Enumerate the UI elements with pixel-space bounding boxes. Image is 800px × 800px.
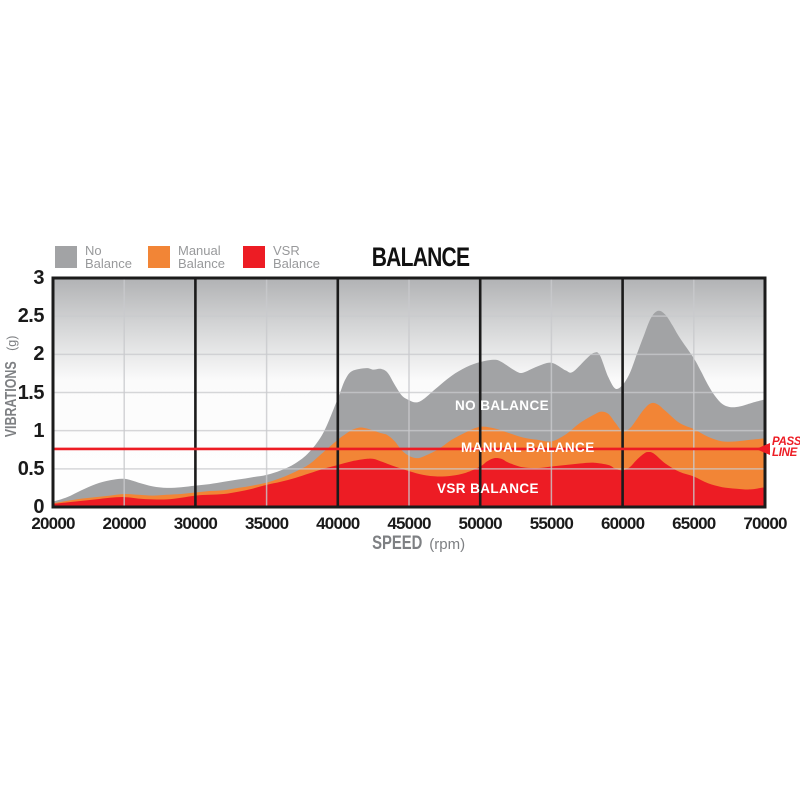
y-tick-label: 1.5 — [17, 381, 45, 404]
x-tick-label: 30000 — [173, 514, 218, 533]
x-tick-label: 70000 — [743, 514, 787, 533]
x-tick-label: 20000 — [31, 514, 75, 533]
y-tick-label: 2 — [33, 343, 44, 366]
y-tick-label: 0.5 — [17, 457, 45, 480]
vsr-balance-area-label: VSR BALANCE — [437, 481, 539, 496]
x-tick-label: 20000 — [102, 514, 147, 533]
x-tick-label: 40000 — [316, 514, 360, 533]
legend-label: VSR Balance — [273, 243, 320, 271]
y-tick-label: 3 — [33, 267, 44, 289]
no-balance-area-label: NO BALANCE — [455, 398, 549, 413]
chart-title-text: BALANCE — [371, 242, 469, 272]
pass-line-arrow-icon — [756, 443, 770, 455]
plot-border — [51, 276, 767, 509]
y-tick-label: 2.5 — [17, 305, 45, 328]
x-axis-title: SPEED (rpm) — [371, 533, 466, 554]
chart-title: BALANCE — [320, 242, 520, 273]
no-balance-swatch — [55, 246, 77, 268]
x-tick-label: 50000 — [458, 514, 503, 533]
x-tick-label: 35000 — [244, 514, 289, 533]
pass-line-label: PASS LINE — [772, 436, 800, 459]
vibration-area-chart — [51, 276, 767, 509]
manual-balance-area-label: MANUAL BALANCE — [461, 440, 595, 455]
vsr-balance-swatch — [243, 246, 265, 268]
x-tick-label: 45000 — [387, 514, 431, 533]
x-tick-label: 65000 — [672, 514, 716, 533]
manual-balance-swatch — [148, 246, 170, 268]
legend-label: No Balance — [85, 243, 132, 271]
legend-label: Manual Balance — [178, 243, 225, 271]
x-tick-label: 60000 — [600, 514, 645, 533]
y-tick-label: 0 — [33, 496, 44, 518]
y-tick-label: 1 — [33, 419, 44, 442]
x-tick-label: 55000 — [529, 514, 574, 533]
